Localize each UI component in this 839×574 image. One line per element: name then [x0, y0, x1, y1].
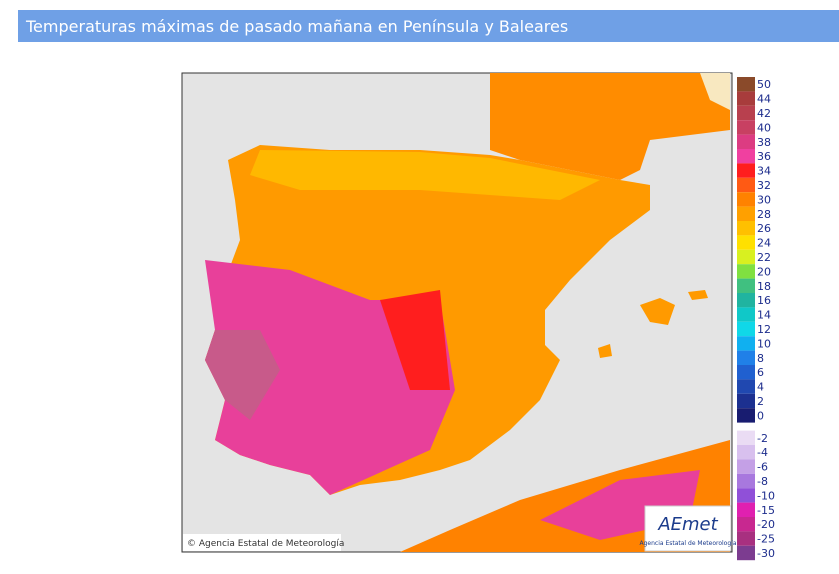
legend-label: 12 — [757, 323, 771, 336]
legend-label: 2 — [757, 395, 764, 408]
legend-swatch — [737, 350, 755, 365]
legend-swatch — [737, 473, 755, 489]
legend-swatch — [737, 264, 755, 279]
legend-label: 26 — [757, 222, 771, 235]
copyright: © Agencia Estatal de Meteorología — [187, 539, 344, 549]
mallorca — [640, 298, 675, 325]
legend-label: 10 — [757, 337, 771, 350]
legend-swatch — [737, 408, 755, 423]
copyright-box — [183, 534, 341, 551]
legend-swatch — [737, 134, 755, 149]
central-hot — [380, 290, 450, 390]
legend-swatch — [737, 307, 755, 322]
legend-swatch — [737, 120, 755, 135]
legend-label: -4 — [757, 446, 768, 459]
legend-label: 22 — [757, 251, 771, 264]
title: Temperaturas máximas de pasado mañana en… — [25, 17, 568, 36]
legend-swatch — [737, 77, 755, 92]
legend-swatch — [737, 545, 755, 561]
north-band — [250, 150, 600, 200]
legend-swatch — [737, 149, 755, 164]
legend-label: 28 — [757, 208, 771, 221]
legend-label: 38 — [757, 136, 771, 149]
logo-box — [644, 505, 732, 552]
legend-swatch — [737, 163, 755, 178]
legend-label: -30 — [757, 547, 775, 560]
map: © Agencia Estatal de Meteorología AEmet … — [181, 72, 737, 553]
legend-label: 24 — [757, 237, 771, 250]
legend-swatch — [737, 105, 755, 121]
lisbon-zone — [205, 330, 280, 420]
legend-label: 34 — [757, 165, 771, 178]
legend-label: 0 — [757, 409, 764, 422]
legend-swatch — [737, 379, 755, 394]
legend-label: 44 — [757, 93, 771, 106]
legend-label: -2 — [757, 432, 768, 445]
legend-swatch — [737, 321, 755, 337]
legend-label: -15 — [757, 504, 775, 517]
logo: AEmet — [657, 514, 718, 535]
legend-swatch — [737, 293, 755, 308]
france-east — [700, 73, 730, 110]
legend-label: 8 — [757, 352, 764, 365]
ibiza — [598, 344, 612, 358]
legend-swatch — [737, 445, 755, 460]
legend-label: -10 — [757, 489, 775, 502]
title-bar — [18, 10, 839, 42]
legend-label: 14 — [757, 309, 771, 322]
legend-label: 6 — [757, 366, 764, 379]
legend-swatch — [737, 502, 755, 517]
legend-label: 16 — [757, 294, 771, 307]
legend-swatch — [737, 517, 755, 532]
legend-label: 36 — [757, 150, 771, 163]
legend-label: 20 — [757, 265, 771, 278]
legend-label: -25 — [757, 533, 775, 546]
legend-swatch — [737, 177, 755, 193]
legend-swatch — [737, 336, 755, 351]
legend-swatch — [737, 192, 755, 207]
legend-swatch — [737, 488, 755, 503]
legend-label: 30 — [757, 193, 771, 206]
legend-label: 18 — [757, 280, 771, 293]
legend-swatch — [737, 278, 755, 293]
legend-swatch — [737, 221, 755, 236]
legend-label: 40 — [757, 121, 771, 134]
legend-label: -8 — [757, 475, 768, 488]
legend-swatch — [737, 459, 755, 474]
legend-swatch — [737, 531, 755, 546]
legend-label: 32 — [757, 179, 771, 192]
legend-swatch — [737, 91, 755, 106]
legend-label: 42 — [757, 107, 771, 120]
legend-swatch — [737, 393, 755, 409]
legend-swatch — [737, 430, 755, 445]
legend-swatch — [737, 365, 755, 380]
france — [490, 73, 730, 180]
logo-caption: Agencia Estatal de Meteorología — [640, 540, 737, 547]
legend-label: -6 — [757, 461, 768, 474]
legend: 5044424038363432302826242220181614121086… — [737, 77, 775, 561]
legend-swatch — [737, 206, 755, 221]
legend-swatch — [737, 235, 755, 250]
menorca — [688, 290, 708, 300]
legend-swatch — [737, 249, 755, 265]
legend-label: 4 — [757, 381, 764, 394]
legend-label: -20 — [757, 518, 775, 531]
legend-label: 50 — [757, 78, 771, 91]
